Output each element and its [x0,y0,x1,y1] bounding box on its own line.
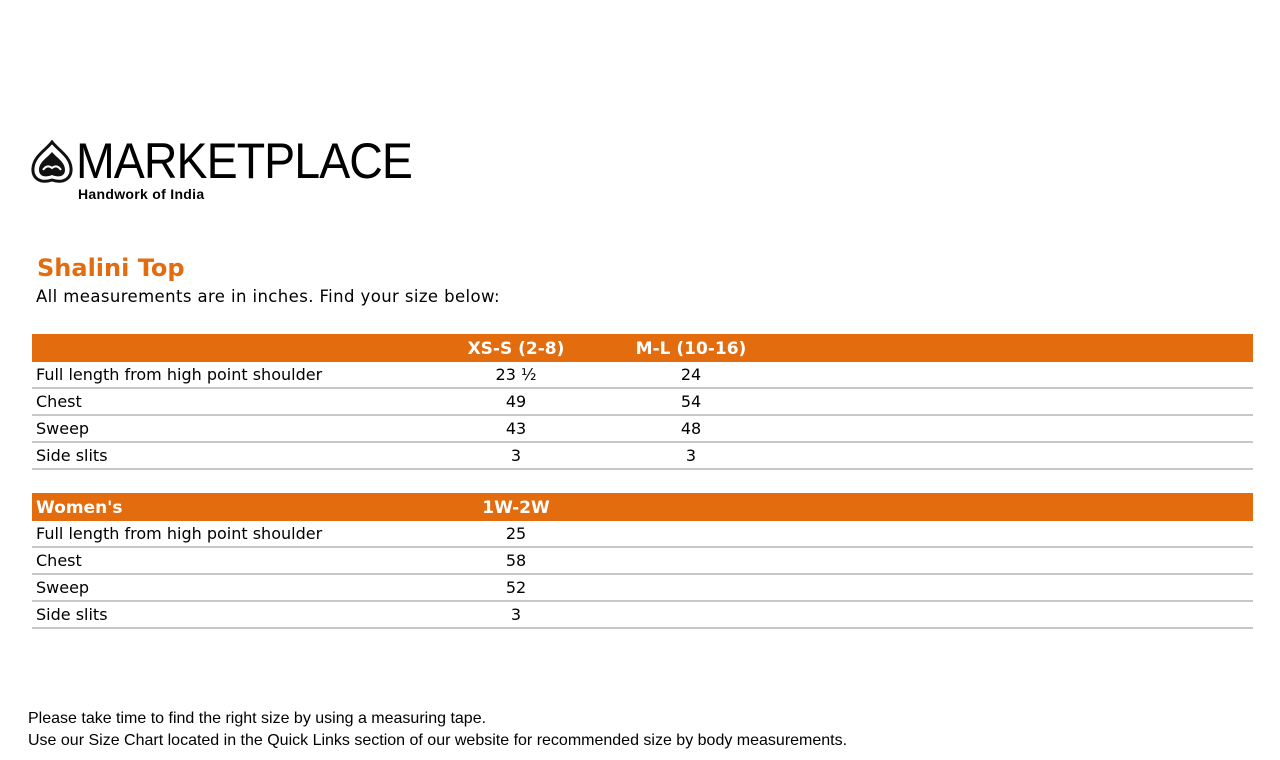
cell: 3 [436,601,596,629]
cell: 54 [596,388,786,416]
size-table-regular: XS-S (2-8) M-L (10-16) Full length from … [32,334,1253,470]
row-label: Sweep [32,415,436,443]
row-label: Side slits [32,442,436,470]
table-row: Side slits 3 3 [32,442,1253,470]
row-label: Side slits [32,601,436,629]
filler [786,362,1253,389]
filler [786,415,1253,443]
table-row: Chest 58 [32,547,1253,575]
cell: 52 [436,574,596,602]
filler [596,601,1253,629]
logo-tagline: Handwork of India [78,186,205,202]
cell: 43 [436,415,596,443]
footer-note-1: Please take time to find the right size … [28,710,487,727]
size-table-womens: Women's 1W-2W Full length from high poin… [32,493,1253,629]
filler [786,388,1253,416]
row-label: Full length from high point shoulder [32,362,436,389]
cell: 58 [436,547,596,575]
table-row: Full length from high point shoulder 23 ½… [32,362,1253,389]
cell: 3 [436,442,596,470]
logo-wordmark: MARKETPLACE [76,133,413,189]
row-label: Sweep [32,574,436,602]
row-label: Chest [32,388,436,416]
cell: 3 [596,442,786,470]
footer-note-2: Use our Size Chart located in the Quick … [28,732,848,749]
table-row: Full length from high point shoulder 25 [32,521,1253,548]
header-cell: 1W-2W [436,493,596,521]
filler [596,521,1253,548]
row-label: Full length from high point shoulder [32,521,436,548]
table-row: Side slits 3 [32,601,1253,629]
row-label: Chest [32,547,436,575]
filler [786,442,1253,470]
instructions: All measurements are in inches. Find you… [36,287,500,306]
table-row: Sweep 43 48 [32,415,1253,443]
header-filler [596,493,1253,521]
table-header: Women's 1W-2W [32,493,1253,521]
header-cell: XS-S (2-8) [436,334,596,362]
table-row: Sweep 52 [32,574,1253,602]
header-filler [786,334,1253,362]
cell: 25 [436,521,596,548]
cell: 23 ½ [436,362,596,389]
cell: 49 [436,388,596,416]
filler [596,574,1253,602]
table-row: Chest 49 54 [32,388,1253,416]
product-title: Shalini Top [37,254,185,282]
cell: 48 [596,415,786,443]
header-cell: Women's [32,493,436,521]
filler [596,547,1253,575]
cell: 24 [596,362,786,389]
header-cell [32,334,436,362]
header-cell: M-L (10-16) [596,334,786,362]
table-header: XS-S (2-8) M-L (10-16) [32,334,1253,362]
leaf-hands-logo-icon [31,140,73,183]
